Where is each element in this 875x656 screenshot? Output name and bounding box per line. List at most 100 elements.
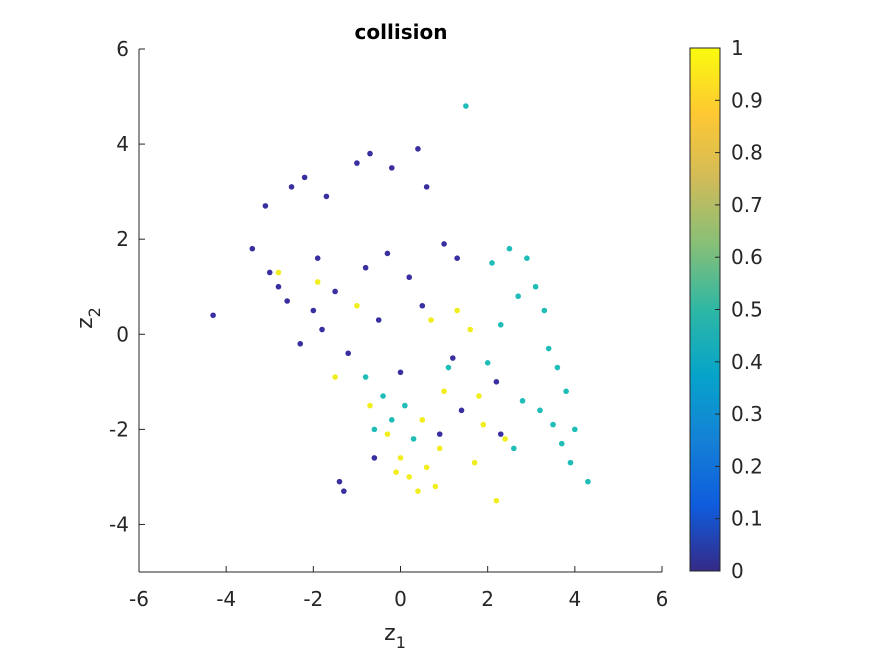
y-tick-label: -4: [109, 512, 129, 536]
data-point: [402, 402, 408, 409]
y-tick-label: -2: [109, 417, 129, 441]
data-point: [558, 440, 565, 447]
x-tick-label: 2: [481, 587, 494, 611]
data-point: [423, 464, 430, 471]
data-point: [537, 407, 543, 414]
data-point: [284, 298, 290, 304]
colorbar-tick-label: 1: [731, 36, 744, 60]
data-point: [511, 445, 517, 452]
data-point: [367, 402, 373, 409]
x-tick-label: 0: [394, 587, 407, 611]
data-point: [262, 203, 269, 209]
colorbar-tick-label: 0.4: [731, 350, 763, 374]
data-point: [506, 245, 513, 252]
data-point: [393, 469, 399, 475]
data-point: [384, 250, 391, 257]
data-point: [275, 269, 282, 276]
colorbar-tick-label: 0.8: [731, 141, 763, 165]
data-point: [458, 407, 465, 414]
colorbar-tick-label: 0: [731, 559, 744, 583]
y-tick-label: 4: [116, 132, 129, 156]
data-point: [406, 474, 413, 480]
data-point: [541, 307, 548, 314]
data-point: [441, 388, 447, 395]
data-point: [388, 165, 395, 171]
data-point: [406, 274, 413, 281]
x-tick-label: -2: [303, 587, 323, 611]
data-point: [419, 302, 426, 309]
data-point: [375, 317, 382, 323]
x-tick-label: -6: [129, 587, 149, 611]
colorbar-tick-label: 0.5: [731, 298, 763, 322]
data-point: [554, 364, 561, 371]
data-point: [332, 374, 338, 380]
data-point: [463, 103, 469, 109]
data-point: [415, 146, 421, 152]
data-point: [371, 426, 378, 433]
data-point: [532, 283, 539, 290]
y-axis-label: z2: [73, 307, 104, 329]
data-point: [497, 431, 504, 437]
data-point: [524, 255, 530, 261]
data-point: [354, 160, 360, 166]
data-point: [445, 364, 452, 371]
data-point: [436, 445, 443, 452]
data-point: [471, 459, 478, 466]
data-point: [319, 326, 325, 333]
colorbar-tick-label: 0.2: [731, 454, 763, 478]
data-point: [489, 260, 495, 266]
data-point: [493, 497, 500, 504]
data-point: [410, 436, 417, 442]
colorbar-tick-label: 0.1: [731, 507, 763, 531]
data-point: [249, 245, 256, 252]
data-point: [380, 393, 386, 399]
data-point: [476, 393, 482, 399]
data-point: [454, 307, 460, 314]
data-point: [354, 302, 360, 309]
data-point: [502, 436, 508, 442]
data-point: [323, 193, 330, 200]
x-axis-label: z1: [384, 621, 406, 652]
data-point: [336, 478, 343, 485]
data-point: [585, 478, 591, 485]
data-point: [563, 388, 569, 395]
data-point: [301, 174, 308, 181]
data-point: [450, 355, 456, 361]
data-point: [484, 360, 491, 366]
data-point: [384, 431, 391, 437]
data-point: [493, 379, 500, 385]
chart-title: collision: [355, 20, 448, 44]
x-tick-label: 4: [568, 587, 581, 611]
x-tick-label: 6: [656, 587, 669, 611]
data-point: [314, 279, 321, 285]
colorbar-tick-label: 0.6: [731, 245, 763, 269]
y-tick-label: 6: [116, 37, 129, 61]
data-point: [297, 340, 304, 347]
data-point: [515, 293, 521, 300]
data-point: [428, 317, 434, 323]
axes: -6 -4 -2 0 2 4 6 -4 -2 0 2 4 6: [109, 37, 668, 611]
data-point: [362, 264, 369, 271]
data-point: [345, 350, 352, 357]
colorbar-tick-label: 0.3: [731, 402, 763, 426]
data-point: [275, 283, 282, 290]
data-point: [288, 184, 295, 190]
colorbar-tick-label: 0.9: [731, 88, 763, 112]
x-tick-label: -4: [216, 587, 236, 611]
data-point: [497, 321, 504, 328]
data-point: [310, 307, 317, 314]
colorbar-tick-label: 0.7: [731, 193, 763, 217]
data-point: [572, 426, 578, 433]
data-point: [388, 417, 395, 423]
data-points: [210, 103, 591, 504]
data-point: [480, 421, 487, 428]
data-point: [341, 488, 347, 494]
data-point: [371, 455, 378, 461]
data-point: [419, 417, 426, 423]
data-point: [454, 255, 460, 261]
colorbar: 0 0.1 0.2 0.3 0.4 0.5 0.6 0.7 0.8 0.9 1: [689, 36, 763, 583]
data-point: [210, 312, 216, 319]
data-point: [519, 398, 526, 404]
data-point: [362, 374, 369, 380]
